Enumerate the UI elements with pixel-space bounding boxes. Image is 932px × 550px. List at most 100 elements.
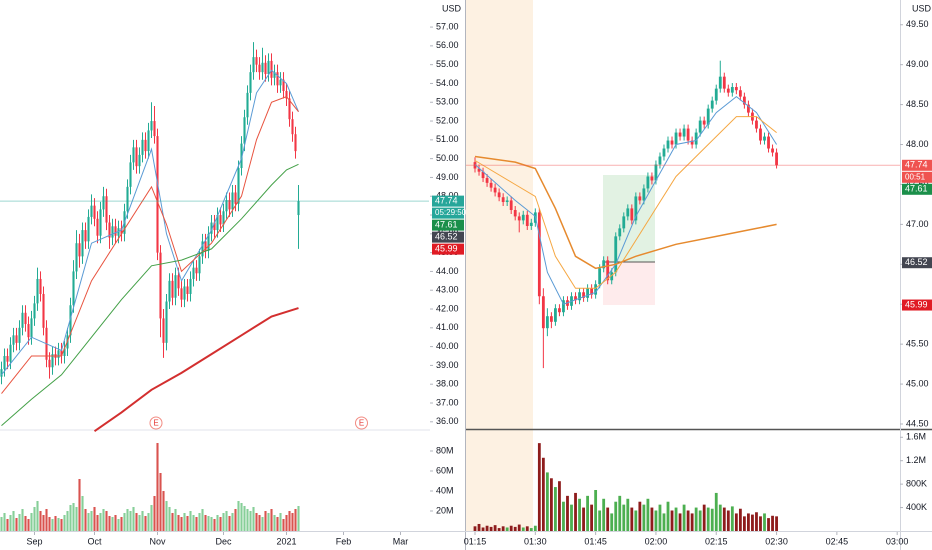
x-tick-label: 01:45 [584,536,607,546]
candle-body [81,230,84,257]
currency-label: USD [912,3,932,13]
candle-body [141,139,144,155]
volume-bar [144,516,147,531]
candle-body [252,57,255,73]
candle-body [509,200,513,211]
candle-body [642,188,646,201]
candle-body [610,272,614,281]
volume-bar [231,513,234,531]
volume-bar [117,519,120,531]
volume-bar [566,495,569,531]
x-tick-label: Mar [393,536,409,546]
volume-bar [120,517,123,531]
candle-body [171,280,174,298]
candle-body [255,57,258,65]
candle-body [21,312,24,328]
indicator-line [1,69,299,376]
volume-bar [126,509,129,531]
y-tick-label: 40.00 [436,341,459,351]
volume-bar [45,509,48,531]
y-tick-label: 57.00 [436,21,459,31]
candle-body [481,171,485,179]
candle-body [30,318,33,338]
candle-body [180,288,183,300]
candle-body [742,96,746,105]
volume-bar [18,514,21,531]
volume-bar [606,507,610,531]
price-marker-label: 47.74 [905,160,928,170]
candle-body [622,216,626,229]
volume-bar [682,504,686,531]
volume-bar [78,479,81,531]
candle-body [204,241,207,251]
countdown-label: 05:29:50 [435,208,467,217]
volume-bar [234,509,237,531]
y-tick-label: 48.00 [436,191,459,201]
volume-bar [177,515,180,531]
candle-body [51,354,54,368]
candle-body [747,104,750,113]
volume-bar [602,498,606,531]
candle-body [614,236,618,273]
volume-bar [582,507,585,531]
x-tick-label: 03:00 [886,536,909,546]
volume-bar [646,498,650,531]
candle-body [285,90,288,99]
candle-body [258,64,261,73]
candle-body [105,196,108,223]
y-tick-label: 47.00 [906,219,929,229]
y-tick-label: 56.00 [436,40,459,50]
price-marker-label: 45.99 [435,243,458,253]
candle-body [282,79,285,91]
volume-bar [210,517,213,531]
volume-bar [529,528,533,531]
candle-body [755,120,758,129]
volume-bar [135,513,138,531]
volume-bar [93,507,96,531]
y-tick-label: 53.00 [436,97,459,107]
volume-bar [622,504,626,531]
candle-body [210,222,213,234]
price-marker-label: 45.99 [905,299,928,309]
volume-bar [767,518,770,531]
volume-bar [489,526,493,531]
candle-body [574,296,577,301]
volume-bar [195,517,198,531]
candle-body [174,275,177,298]
candle-body [662,148,666,157]
y-tick-label: 44.00 [436,266,459,276]
volume-bar [264,511,267,531]
volume-bar [630,507,634,531]
volume-bar [525,526,529,531]
candle-body [517,216,521,221]
volume-tick-label: 60M [436,465,454,475]
volume-bar [57,518,60,531]
volume-bar [198,513,201,531]
volume-bar [513,526,517,531]
candle-body [477,168,481,172]
candle-body [90,205,93,217]
candle-body [132,147,135,163]
volume-bar [186,516,189,531]
volume-bar [60,519,63,531]
volume-bar [642,504,646,531]
candle-body [529,222,533,226]
volume-bar [63,515,66,531]
volume-bar [189,511,192,531]
volume-bar [578,498,581,531]
indicator-line [1,96,299,394]
candle-body [726,88,730,93]
price-marker [902,159,932,171]
candle-body [60,350,63,357]
price-marker-label: 46.52 [905,257,928,267]
candle-body [165,301,168,343]
volume-bar [0,517,3,531]
volume-bar [537,443,541,531]
volume-bar [66,511,69,531]
volume-bar [618,495,622,531]
candle-body [497,192,501,198]
candle-body [9,344,12,362]
volume-bar [147,513,150,531]
candle-body [48,359,51,368]
volume-bar [84,509,87,531]
